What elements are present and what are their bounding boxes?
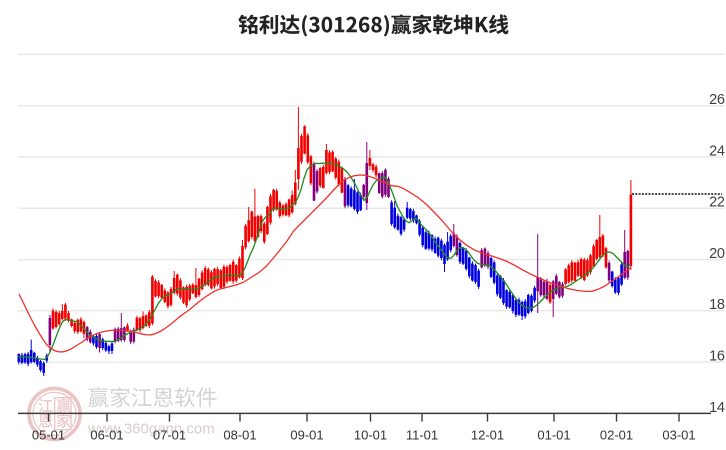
svg-text:14: 14	[709, 400, 725, 416]
svg-text:01-01: 01-01	[537, 428, 570, 443]
svg-text:09-01: 09-01	[290, 428, 323, 443]
svg-text:07-01: 07-01	[153, 428, 186, 443]
svg-text:24: 24	[709, 143, 725, 159]
svg-text:02-01: 02-01	[600, 428, 633, 443]
svg-text:www.360gann.com: www.360gann.com	[87, 421, 215, 438]
svg-text:12-01: 12-01	[471, 428, 504, 443]
svg-text:08-01: 08-01	[223, 428, 256, 443]
svg-text:22: 22	[709, 195, 725, 211]
svg-text:16: 16	[709, 349, 725, 365]
svg-text:05-01: 05-01	[32, 428, 65, 443]
svg-text:06-01: 06-01	[90, 428, 123, 443]
svg-text:26: 26	[709, 92, 725, 108]
svg-text:18: 18	[709, 297, 725, 313]
svg-text:03-01: 03-01	[662, 428, 695, 443]
svg-text:20: 20	[709, 246, 725, 262]
svg-text:10-01: 10-01	[354, 428, 387, 443]
svg-text:11-01: 11-01	[406, 428, 438, 443]
